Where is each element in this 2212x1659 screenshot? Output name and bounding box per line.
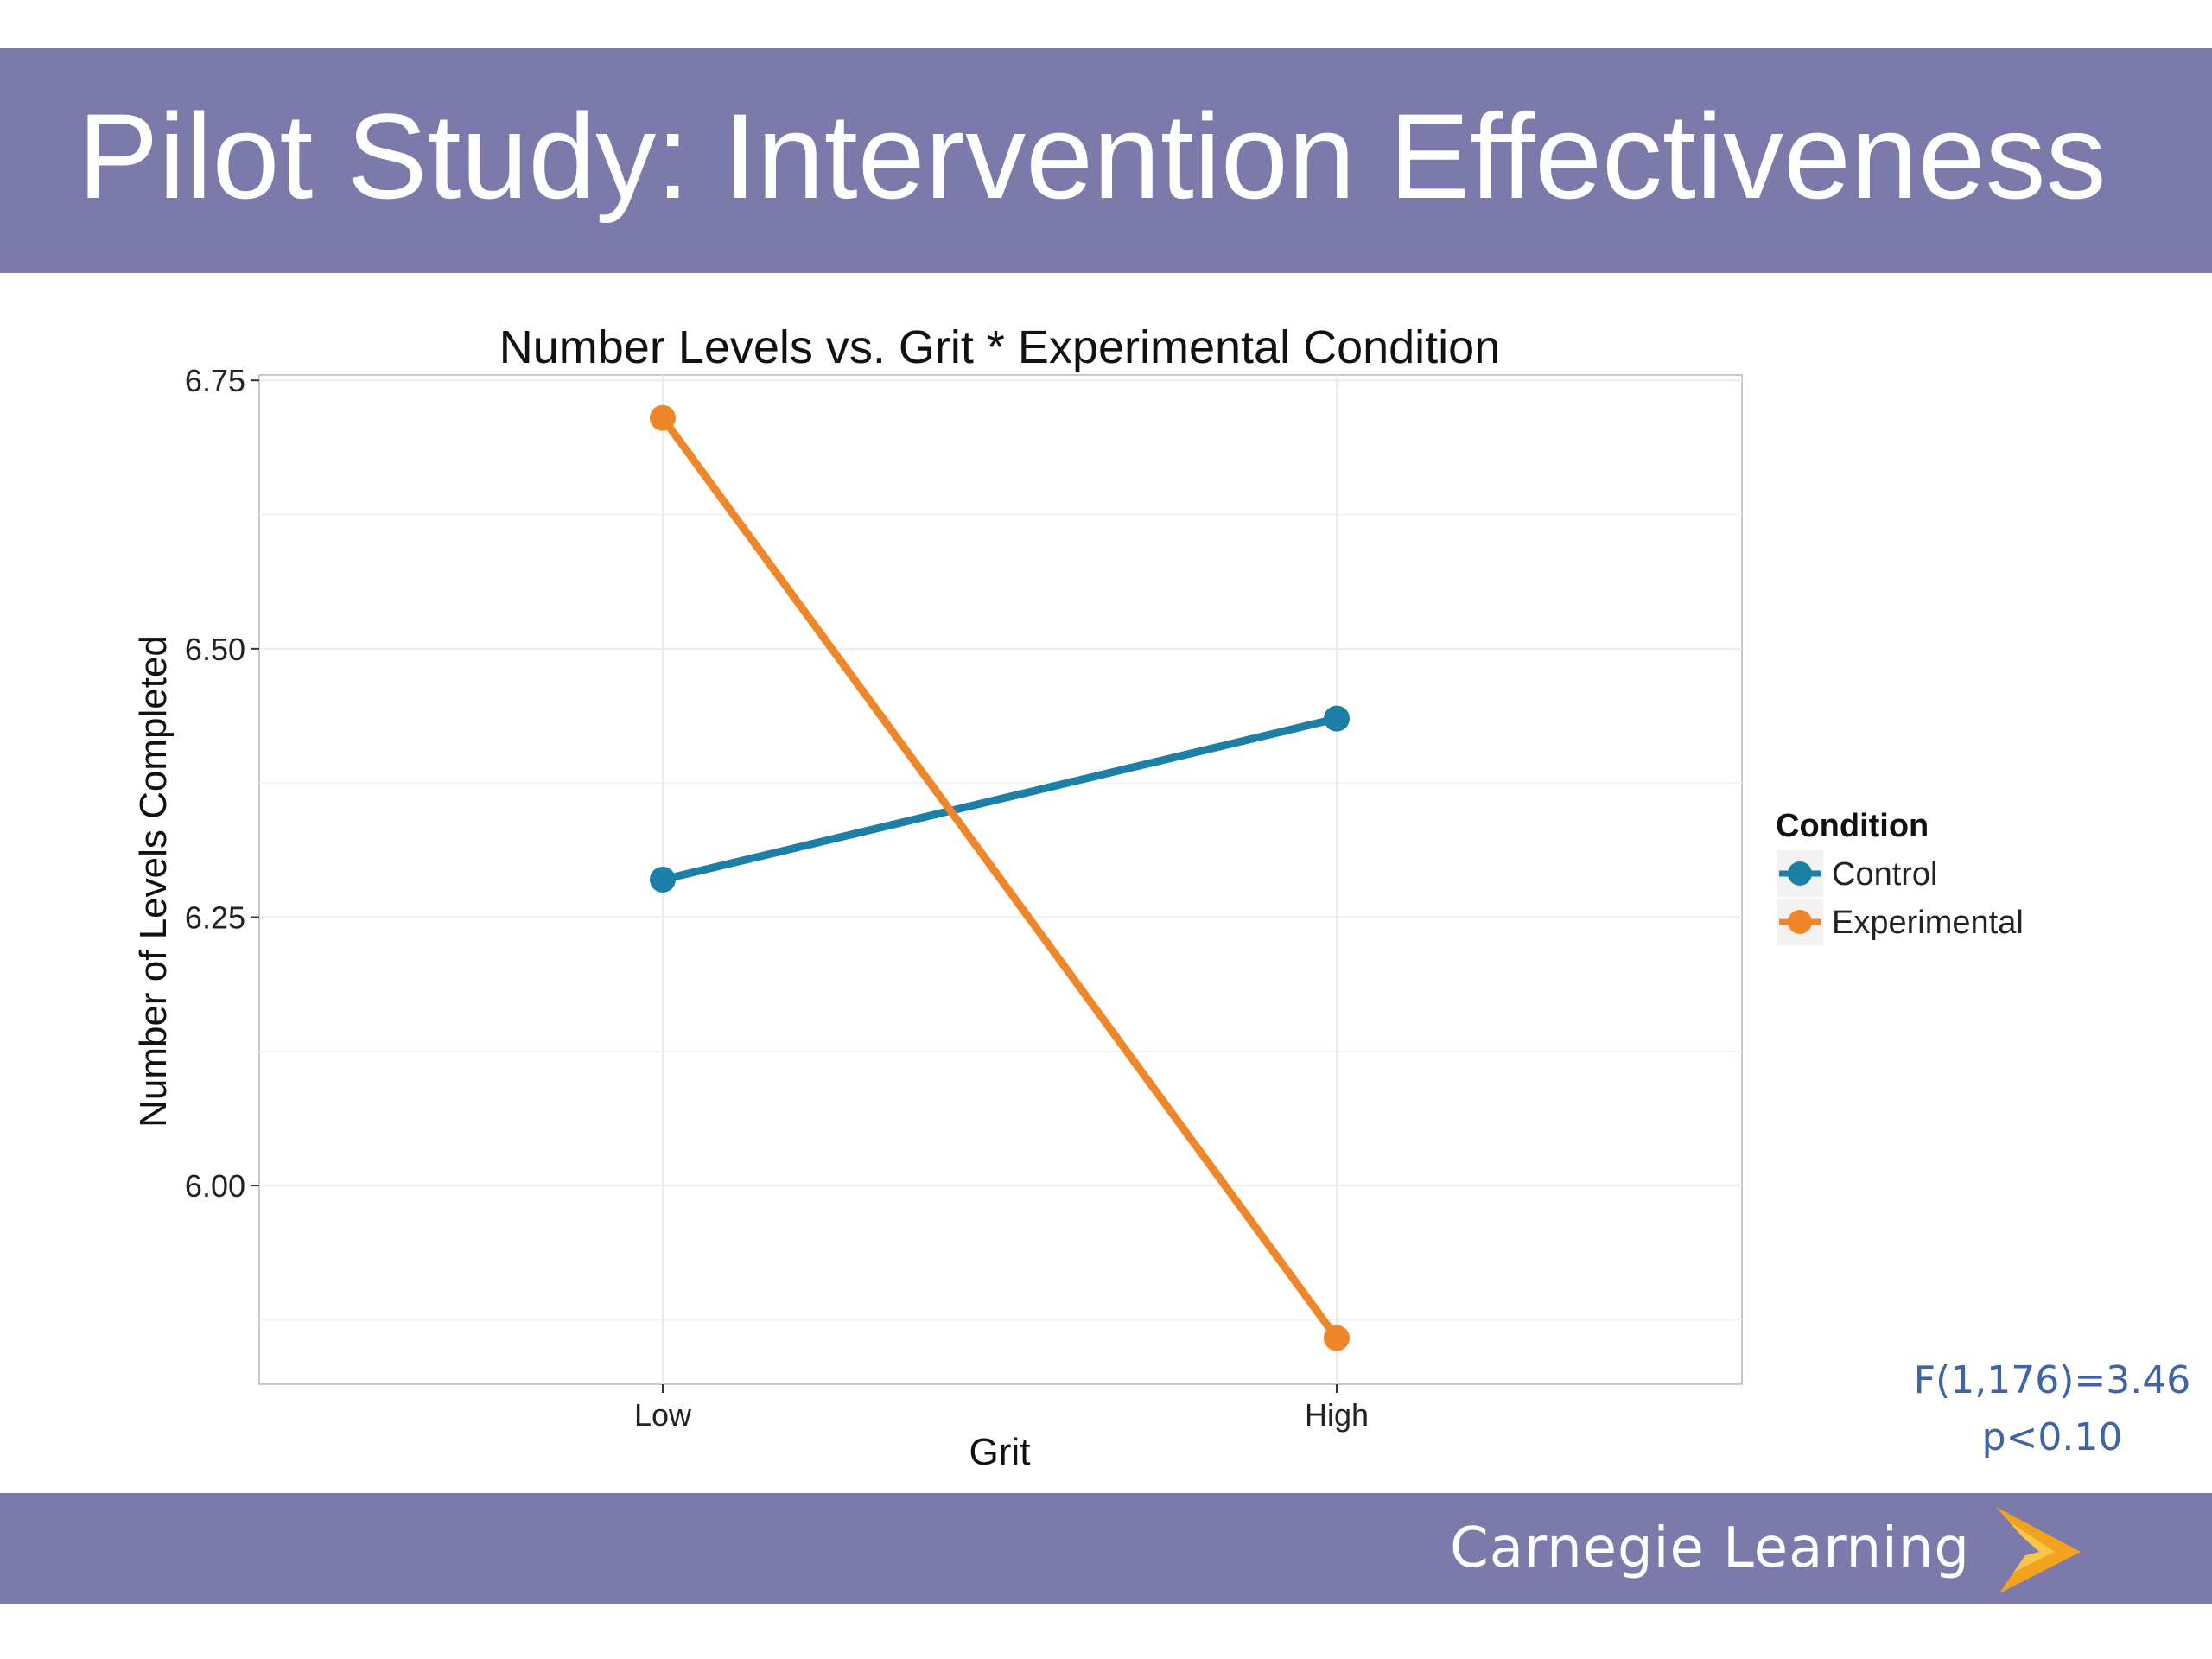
y-tick-label: 6.50 [185,632,245,667]
chart-title: Number Levels vs. Grit * Experimental Co… [499,321,1500,373]
header-band [0,48,2212,273]
series-line-control [658,715,1341,884]
legend-marker-experimental [1788,910,1812,934]
f-statistic: F(1,176)=3.46 [1913,1358,2191,1402]
y-tick-label: 6.25 [185,899,245,935]
y-axis-label: Number of Levels Completed [132,635,175,1128]
footer-brand: Carnegie Learning [1450,1516,1970,1580]
legend-label-experimental: Experimental [1832,905,2024,941]
x-axis-ticks: Low High [634,1384,1369,1433]
y-axis-ticks: 6.00 6.25 6.50 6.75 [185,363,259,1204]
slide-title: Pilot Study: Intervention Effectiveness [78,88,2107,224]
chevron-logo-icon [1996,1507,2081,1593]
x-tick-label: Low [634,1397,692,1433]
chart: Number Levels vs. Grit * Experimental Co… [132,321,2024,1473]
series-lines [650,404,1350,1351]
p-value: p<0.10 [1981,1415,2123,1459]
data-point-control [1324,705,1350,732]
legend-marker-control [1788,861,1812,886]
statistics-annotation: F(1,176)=3.46 p<0.10 [1892,1352,2212,1466]
legend-title: Condition [1776,808,1929,844]
data-point-experimental [650,404,676,431]
y-tick-label: 6.00 [185,1168,245,1204]
grid-lines [259,375,1742,1384]
data-point-control [650,867,676,893]
x-tick-label: High [1305,1397,1369,1433]
series-line-experimental [658,414,1341,1343]
legend: Condition Control Experimental [1775,808,2024,947]
legend-label-control: Control [1832,856,1938,893]
data-point-experimental [1324,1325,1350,1351]
y-tick-label: 6.75 [185,363,245,398]
footer-band [0,1493,2212,1604]
x-axis-label: Grit [969,1431,1031,1473]
